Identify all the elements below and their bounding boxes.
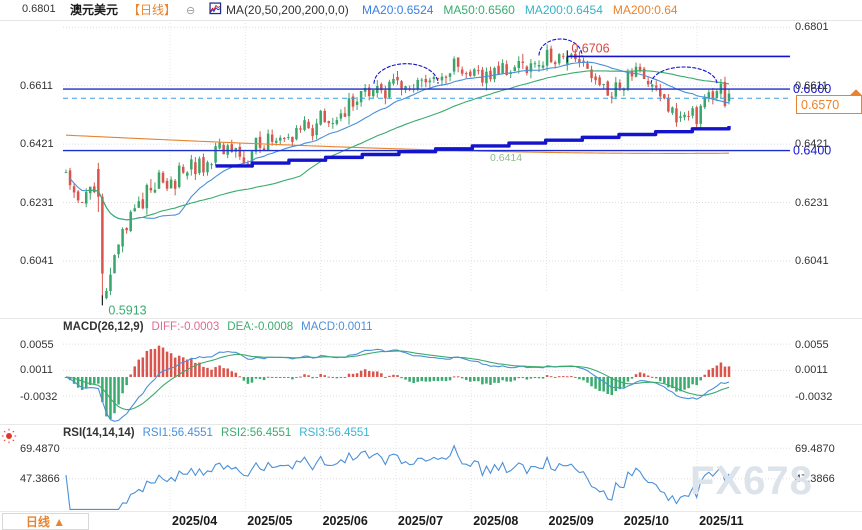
svg-text:0.6706: 0.6706	[571, 41, 609, 55]
svg-text:0.6414: 0.6414	[490, 152, 522, 164]
svg-text:0.5913: 0.5913	[108, 303, 146, 317]
